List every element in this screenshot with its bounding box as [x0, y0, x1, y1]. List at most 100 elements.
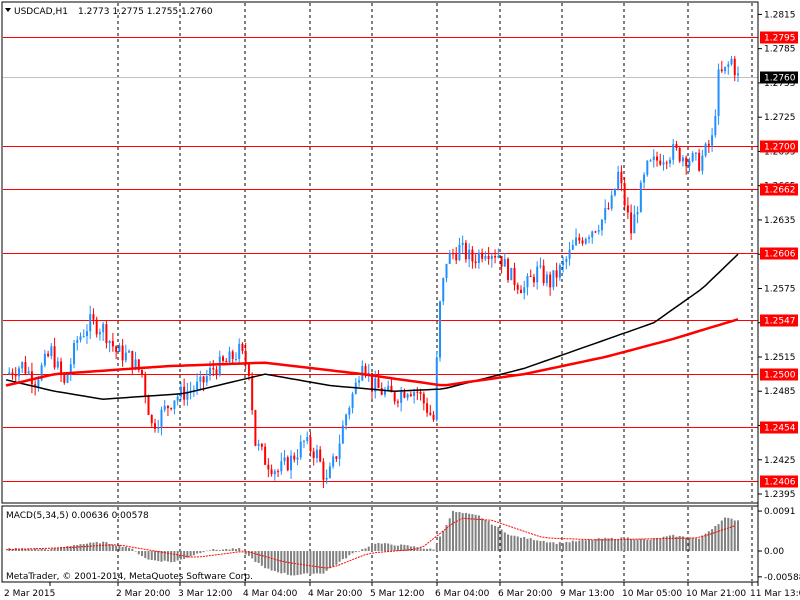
- macd-histogram-bar: [445, 525, 448, 552]
- macd-histogram-bar: [409, 546, 412, 552]
- macd-histogram-bar: [532, 540, 535, 552]
- price-tick-label: 1.2755: [764, 79, 796, 89]
- candle-body: [358, 380, 361, 383]
- macd-histogram-bar: [228, 549, 231, 552]
- macd-histogram-bar: [600, 538, 603, 552]
- candle-body: [510, 267, 513, 281]
- candle-body: [610, 195, 613, 209]
- macd-histogram-bar: [128, 547, 131, 552]
- candle-body: [461, 242, 464, 245]
- macd-histogram-bar: [435, 543, 438, 552]
- candle-body: [374, 378, 377, 392]
- macd-histogram-bar: [244, 551, 247, 555]
- candle-body: [678, 148, 681, 162]
- candle-body: [95, 319, 98, 335]
- macd-histogram-bar: [413, 546, 416, 552]
- candle-body: [215, 369, 218, 376]
- macd-histogram-bar: [367, 546, 370, 552]
- macd-histogram-bar: [40, 548, 43, 552]
- candle-body: [426, 403, 429, 413]
- macd-histogram-bar: [280, 551, 283, 574]
- price-tick-label: 1.2785: [764, 45, 796, 55]
- candle-body: [160, 409, 163, 427]
- candle-body: [565, 258, 568, 262]
- macd-histogram-bar: [526, 538, 529, 552]
- macd-histogram-bar: [461, 513, 464, 552]
- macd-histogram-bar: [383, 543, 386, 552]
- macd-histogram-bar: [322, 551, 325, 574]
- candle-body: [371, 372, 373, 392]
- candle-body: [552, 270, 555, 288]
- symbol-dropdown-icon[interactable]: [5, 8, 11, 12]
- macd-histogram-bar: [545, 542, 548, 552]
- candle-body: [419, 391, 422, 394]
- candle-body: [231, 351, 234, 360]
- candle-body: [192, 389, 195, 391]
- candle-body: [241, 343, 244, 351]
- macd-histogram-bar: [24, 548, 27, 552]
- candle-body: [196, 381, 199, 390]
- candle-body: [260, 443, 263, 447]
- macd-histogram-bar: [150, 551, 153, 561]
- candle-body: [536, 266, 539, 283]
- candle-body: [319, 449, 322, 462]
- macd-histogram-bar: [270, 551, 273, 571]
- macd-histogram-bar: [620, 537, 623, 552]
- macd-histogram-bar: [613, 539, 616, 552]
- macd-histogram-bar: [105, 542, 108, 552]
- macd-histogram-bar: [711, 529, 714, 552]
- candle-body: [413, 391, 416, 397]
- x-tick-label: 10 Mar 21:00: [686, 589, 746, 599]
- candle-body: [290, 455, 293, 471]
- macd-histogram-bar: [681, 536, 684, 552]
- candle-body: [186, 391, 189, 400]
- macd-histogram-bar: [27, 548, 30, 552]
- candle-body: [529, 275, 532, 277]
- macd-histogram-bar: [247, 551, 250, 556]
- macd-histogram-bar: [98, 543, 101, 552]
- candle-body: [584, 238, 587, 244]
- candle-body: [698, 152, 701, 171]
- candle-body: [50, 346, 53, 357]
- candle-body: [82, 336, 85, 338]
- macd-histogram-bar: [451, 510, 454, 552]
- level-price-tag: [760, 247, 798, 260]
- candle-body: [513, 267, 516, 285]
- macd-histogram-bar: [319, 551, 322, 574]
- candle-body: [717, 69, 720, 116]
- macd-histogram-bar: [183, 551, 186, 559]
- ohlc-values: 1.2773 1.2775 1.2755 1.2760: [78, 7, 213, 17]
- macd-histogram-bar: [490, 524, 493, 552]
- macd-histogram-bar: [432, 549, 435, 552]
- macd-histogram-bar: [562, 543, 565, 552]
- macd-histogram-bar: [371, 544, 373, 552]
- macd-histogram-bar: [529, 538, 532, 552]
- candle-body: [497, 256, 500, 258]
- candle-body: [296, 457, 299, 460]
- candle-body: [312, 451, 315, 459]
- macd-histogram-bar: [238, 547, 241, 552]
- level-price-tags: 1.2795 1.2700 1.2662 1.2606 1.2547 1.2500 1.24…: [760, 31, 798, 488]
- macd-histogram-bar: [30, 549, 33, 552]
- macd-histogram-bar: [277, 551, 280, 573]
- candle-body: [429, 412, 432, 415]
- macd-histogram-bar: [137, 551, 140, 555]
- macd-histogram-bar: [396, 545, 399, 552]
- candle-body: [102, 324, 105, 333]
- macd-histogram-bar: [47, 549, 50, 552]
- candle-body: [128, 350, 131, 353]
- candle-body: [422, 393, 425, 404]
- candle-body: [302, 441, 305, 443]
- time-axis: 2 Mar 2015 2 Mar 20:00 3 Mar 12:00 4 Mar 04…: [4, 582, 800, 599]
- macd-histogram-bar: [341, 551, 344, 560]
- macd-histogram-bar: [348, 551, 351, 556]
- candle-body: [526, 275, 529, 288]
- macd-histogram-bar: [594, 539, 597, 552]
- candle-body: [234, 359, 237, 361]
- macd-histogram-bar: [345, 551, 348, 559]
- macd-histogram-bar: [393, 545, 396, 552]
- macd-histogram-bar: [108, 544, 111, 552]
- macd-histogram-bar: [519, 537, 522, 552]
- candle-body: [30, 371, 33, 385]
